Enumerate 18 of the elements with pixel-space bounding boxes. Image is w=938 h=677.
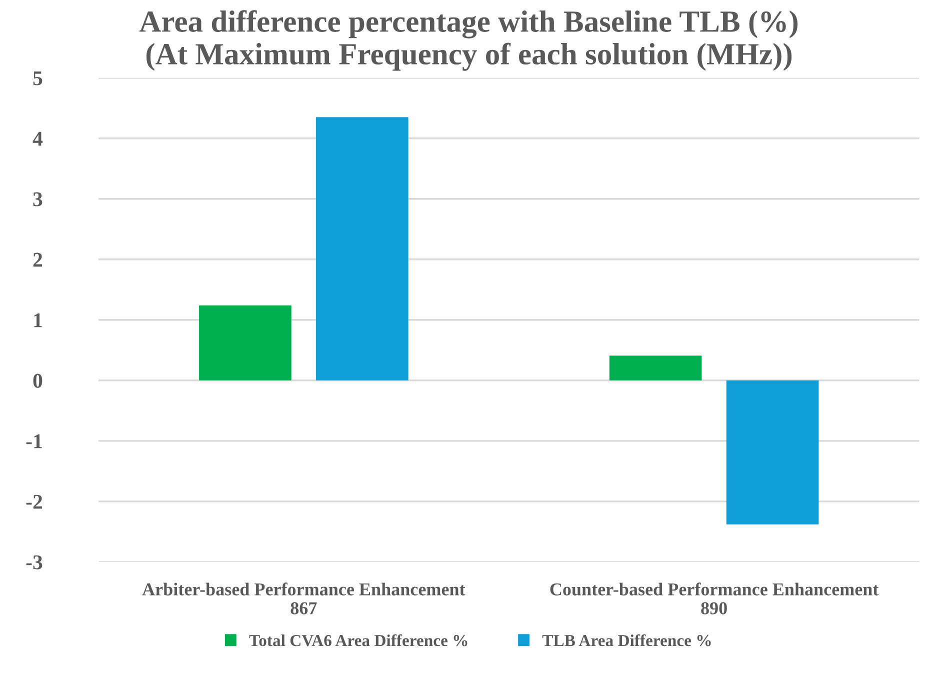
legend-label: Total CVA6 Area Difference % [249,634,468,646]
bar [609,356,702,380]
chart-title: Area difference percentage with Baseline TLB (%) (At Maximum Frequency of each solution (MHz)) [139,10,798,71]
y-tick-label: 3 [33,192,42,206]
bar [316,117,408,380]
y-tick-label: 5 [33,71,42,86]
y-tick-label: 4 [32,132,43,146]
y-tick-label: -3 [26,555,42,570]
y-tick-label: 1 [34,313,42,328]
x-tick-label: Counter-based Performance Enhancement 890 [550,582,879,614]
legend-label: TLB Area Difference % [542,634,711,646]
y-tick-label: 2 [33,252,42,267]
y-tick-label: -1 [26,434,42,448]
bar [726,380,819,524]
bar [199,305,292,380]
y-tick-label: -2 [26,494,42,509]
y-tick-label: 0 [33,374,42,388]
x-tick-label: Arbiter-based Performance Enhancement 867 [142,582,466,614]
